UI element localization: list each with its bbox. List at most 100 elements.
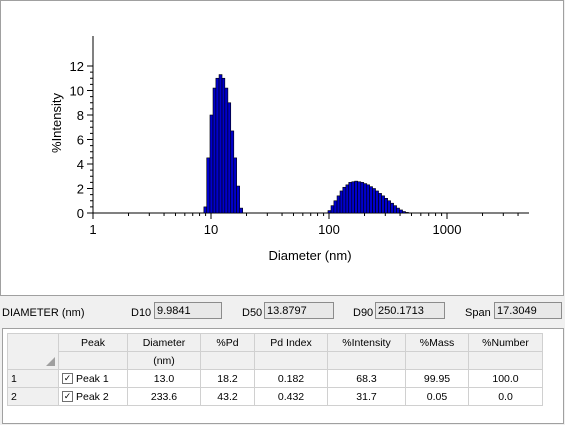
distribution-bar (203, 206, 208, 214)
d50-label: D50 (242, 307, 263, 319)
peak-checkbox[interactable]: ✓ (62, 373, 73, 385)
span-value-field[interactable]: 17.3049 (494, 302, 562, 319)
d50-value-field[interactable]: 13.8797 (264, 302, 334, 319)
distribution-bar (230, 130, 235, 214)
diameter-cell: 233.6 (127, 387, 201, 406)
distribution-bar (345, 184, 350, 214)
distribution-bar (212, 87, 217, 214)
distribution-bar (224, 87, 229, 214)
d10-value-field[interactable]: 9.9841 (154, 302, 222, 319)
peak-table: Peak Diameter %Pd Pd Index %Intensity %M… (7, 333, 543, 406)
distribution-bar (330, 205, 335, 214)
y-axis: 0 2 4 6 8 10 12 (70, 36, 94, 221)
distribution-bar (327, 210, 332, 214)
peak-checkbox[interactable]: ✓ (62, 391, 73, 403)
peak-name: Peak 2 (76, 390, 109, 403)
distribution-bar (396, 207, 400, 214)
span-label: Span (465, 307, 491, 319)
table-units-row: (nm) (8, 351, 543, 370)
distribution-bar (354, 180, 358, 214)
distribution-bar (399, 209, 403, 214)
d90-value-field[interactable]: 250.1713 (375, 302, 445, 319)
intensity-chart: 0 2 4 6 8 10 12 1 10 100 1000 %Intensity Diameter… (49, 36, 529, 263)
distribution-bar (366, 184, 370, 214)
distribution-bar (342, 186, 347, 214)
distribution-bar (372, 188, 376, 214)
x-axis: 1 10 100 1000 (89, 212, 529, 237)
x-axis-label: Diameter (nm) (268, 248, 351, 263)
unit-intensity (327, 351, 406, 370)
y-tick-label: 4 (77, 157, 84, 172)
mass-cell: 0.05 (405, 387, 469, 406)
col-header-intensity[interactable]: %Intensity (327, 333, 406, 352)
unit-diameter: (nm) (127, 351, 201, 370)
y-tick-label: 6 (77, 133, 84, 148)
select-all-icon (46, 357, 55, 366)
intensity-cell: 31.7 (327, 387, 406, 406)
d90-label: D90 (353, 307, 374, 319)
y-tick-label: 0 (77, 206, 84, 221)
col-header-number[interactable]: %Number (468, 333, 543, 352)
intensity-cell: 68.3 (327, 369, 406, 388)
unit-pd-index (254, 351, 328, 370)
distribution-bar (363, 183, 368, 214)
distribution-bar (339, 190, 344, 214)
peak-cell: ✓ Peak 1 (58, 369, 128, 388)
distribution-bar (348, 182, 353, 214)
x-tick-label: 100 (318, 222, 340, 237)
y-tick-label: 12 (70, 59, 84, 74)
distribution-bar (378, 193, 382, 214)
distribution-bar (218, 74, 223, 214)
col-header-pd-index[interactable]: Pd Index (254, 333, 328, 352)
pd-index-cell: 0.432 (254, 387, 328, 406)
peak-results-grid: Peak Diameter %Pd Pd Index %Intensity %M… (2, 328, 564, 424)
distribution-bar (393, 205, 397, 214)
y-tick-label: 8 (77, 108, 84, 123)
y-tick-label: 10 (70, 84, 84, 99)
distribution-bar (239, 207, 243, 214)
unit-number (468, 351, 543, 370)
mass-cell: 99.95 (405, 369, 469, 388)
distribution-bar (221, 77, 226, 214)
peak-name: Peak 1 (76, 372, 109, 385)
distribution-bar (402, 211, 406, 214)
number-cell: 100.0 (468, 369, 543, 388)
distribution-bar (405, 212, 409, 214)
table-header-row: Peak Diameter %Pd Pd Index %Intensity %M… (7, 333, 543, 370)
distribution-bar (333, 200, 338, 214)
number-cell: 0.0 (468, 387, 543, 406)
row-index[interactable]: 1 (7, 369, 59, 388)
col-header-diameter[interactable]: Diameter (127, 333, 201, 352)
table-row[interactable]: 2 ✓ Peak 2 233.6 43.2 0.432 31.7 0.05 0.0 (7, 387, 543, 406)
x-tick-label: 1000 (433, 222, 462, 237)
peak-cell: ✓ Peak 2 (58, 387, 128, 406)
distribution-bar (209, 114, 214, 214)
distribution-bar (375, 190, 379, 214)
diameter-cell: 13.0 (127, 369, 201, 388)
table-row[interactable]: 1 ✓ Peak 1 13.0 18.2 0.182 68.3 99.95 100… (7, 369, 543, 388)
x-tick-label: 10 (204, 222, 218, 237)
distribution-bar (206, 157, 211, 214)
distribution-bar (360, 182, 365, 214)
select-all-corner[interactable] (7, 333, 59, 370)
unit-peak (58, 351, 128, 370)
pd-index-cell: 0.182 (254, 369, 328, 388)
x-tick-label: 1 (89, 222, 96, 237)
distribution-bar (236, 185, 240, 214)
y-axis-label: %Intensity (49, 93, 64, 153)
col-header-pd[interactable]: %Pd (200, 333, 255, 352)
d10-label: D10 (131, 307, 152, 319)
row-index[interactable]: 2 (7, 387, 59, 406)
pd-cell: 43.2 (200, 387, 255, 406)
distribution-bar (384, 198, 388, 214)
distribution-bar (387, 200, 391, 214)
y-tick-label: 2 (77, 182, 84, 197)
col-header-mass[interactable]: %Mass (405, 333, 469, 352)
distribution-bar (227, 102, 232, 214)
distribution-bar (233, 157, 237, 214)
distribution-bar (357, 181, 362, 214)
unit-pd (200, 351, 255, 370)
col-header-peak[interactable]: Peak (58, 333, 128, 352)
distribution-bar (215, 77, 220, 214)
distribution-bar (351, 181, 355, 214)
